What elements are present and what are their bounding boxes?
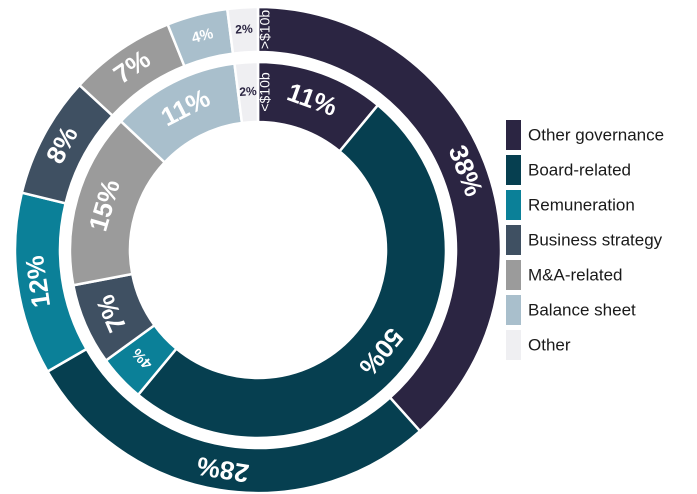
legend-swatch [506, 330, 521, 360]
segment-label: 12% [19, 254, 56, 310]
legend-label: Board-related [528, 160, 631, 179]
legend-swatch [506, 260, 521, 290]
legend-label: Other governance [528, 125, 664, 144]
segment-label: 4% [190, 25, 215, 47]
ring-label: <$10b [257, 72, 273, 112]
segment-label: 2% [235, 22, 254, 37]
legend-swatch [506, 155, 521, 185]
donut-segment [136, 103, 447, 440]
legend-label: M&A-related [528, 265, 622, 284]
legend-swatch [506, 295, 521, 325]
legend-label: Business strategy [528, 230, 663, 249]
legend-label: Other [528, 335, 571, 354]
ring-label: >$10b [257, 10, 273, 50]
legend-label: Remuneration [528, 195, 635, 214]
legend-label: Balance sheet [528, 300, 636, 319]
legend-swatch [506, 225, 521, 255]
segment-label: 2% [239, 84, 258, 99]
donut-segment [233, 60, 260, 125]
donut-segment [256, 5, 503, 433]
donut-segment [225, 5, 260, 55]
legend-swatch [506, 120, 521, 150]
legend-swatch [506, 190, 521, 220]
